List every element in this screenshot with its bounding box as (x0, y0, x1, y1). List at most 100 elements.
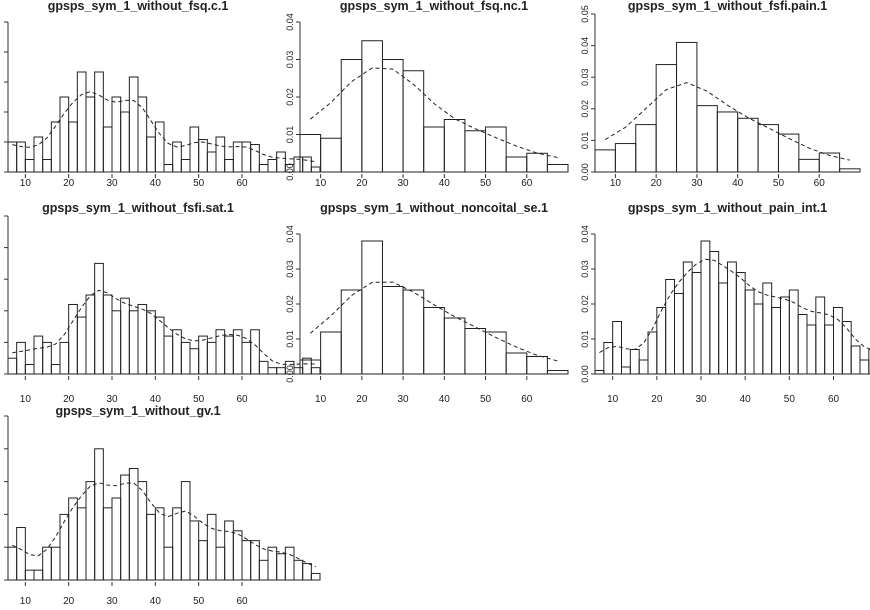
histogram-bar (16, 527, 26, 581)
histogram-bar (716, 111, 739, 173)
y-tick-label: 0.01 (285, 330, 295, 348)
x-tick-label: 40 (732, 178, 744, 189)
histogram-bar (68, 303, 78, 375)
histogram-bar (381, 286, 404, 375)
y-tick-label: 0.02 (580, 100, 590, 118)
histogram-bar (674, 293, 684, 375)
histogram-bar (320, 137, 342, 173)
histogram-bar (276, 151, 286, 173)
histogram-bar (302, 563, 312, 581)
histogram-bar (33, 569, 44, 581)
density-curve (12, 289, 316, 366)
histogram-bar (612, 321, 623, 375)
histogram-bar (267, 159, 278, 173)
histogram-bar (841, 321, 852, 375)
histogram-bar (833, 307, 843, 375)
histogram-panel-fsfi-sat: gpsps_sym_1_without_fsfi.sat.1 10 20 30 40 50… (4, 201, 321, 405)
histogram-bar (647, 331, 658, 375)
histogram-bar (638, 359, 649, 375)
histogram-bar (42, 341, 52, 375)
histogram-bar (818, 152, 841, 173)
x-tick-label: 50 (193, 394, 205, 405)
x-tick-label: 10 (20, 394, 32, 405)
histogram-bar (284, 546, 295, 581)
histogram-bar (250, 144, 260, 173)
histogram-bar (258, 559, 269, 581)
histogram-bar (850, 345, 861, 375)
panel-title: gpsps_sym_1_without_fsfi.sat.1 (42, 201, 234, 215)
histogram-bar (423, 307, 445, 375)
density-curve (599, 258, 870, 354)
panel-title: gpsps_sym_1_without_fsfi.pain.1 (628, 0, 827, 13)
x-tick-label: 30 (106, 178, 118, 189)
panel-title: gpsps_sym_1_without_fsq.c.1 (48, 0, 229, 13)
histogram-bar (154, 507, 165, 581)
histogram-bar (718, 282, 729, 375)
y-tick-label: 0.04 (580, 37, 590, 55)
histogram-bar (320, 331, 342, 375)
histogram-panel-gv: gpsps_sym_1_without_gv.1 10 20 30 40 50 60 (4, 404, 321, 607)
histogram-bar (120, 111, 130, 173)
histogram-bar (94, 71, 104, 173)
x-tick-label: 10 (610, 178, 622, 189)
histogram-bar (50, 364, 61, 375)
histogram-bar (85, 96, 96, 173)
x-tick-label: 50 (784, 394, 796, 405)
x-tick-label: 40 (740, 394, 752, 405)
histogram-bar (33, 335, 44, 375)
histogram-bar (546, 370, 569, 375)
histogram-bar (361, 40, 383, 173)
histogram-panel-fsfi-pain: gpsps_sym_1_without_fsfi.pain.1 0.00 0.01 0… (580, 0, 861, 189)
y-tick-label: 0.01 (285, 126, 295, 144)
histogram-bar (94, 262, 104, 375)
y-tick-label: 0.00 (580, 365, 590, 383)
histogram-bar (172, 329, 182, 375)
y-tick-label: 0.02 (285, 295, 295, 313)
histogram-bar (7, 141, 18, 173)
histogram-bar (189, 348, 200, 375)
histogram-bar (76, 507, 87, 581)
histogram-bar (797, 314, 808, 375)
histogram-bar (163, 164, 174, 173)
x-tick-label: 10 (20, 596, 32, 607)
histogram-bar (258, 164, 269, 173)
histogram-bar (85, 481, 96, 581)
x-tick-label: 20 (356, 178, 368, 189)
x-tick-label: 20 (651, 178, 663, 189)
histogram-bar (232, 530, 243, 581)
x-tick-label: 60 (521, 394, 533, 405)
x-tick-label: 10 (315, 178, 327, 189)
histogram-bar (798, 158, 820, 173)
y-tick-label: 0.00 (285, 365, 295, 383)
histogram-bar (614, 143, 637, 173)
histogram-bar (839, 168, 861, 173)
histogram-bar (402, 70, 425, 173)
histogram-bar (267, 367, 278, 375)
histogram-bar (464, 328, 487, 375)
histogram-bar (206, 513, 217, 581)
histogram-bar (76, 71, 87, 173)
histogram-bar (526, 152, 548, 173)
panel-title: gpsps_sym_1_without_gv.1 (55, 404, 220, 418)
histogram-bar (526, 356, 548, 375)
histogram-bar (68, 497, 78, 581)
histogram-bar (102, 294, 113, 375)
histogram-bar (128, 310, 139, 375)
histogram-bar (485, 331, 507, 375)
histogram-bar (777, 133, 800, 173)
histogram-bar (464, 130, 487, 173)
histogram-bar (310, 367, 321, 375)
x-tick-label: 30 (398, 394, 410, 405)
histogram-bar (33, 136, 44, 173)
x-tick-label: 40 (439, 394, 451, 405)
histogram-bar (443, 317, 466, 375)
y-tick-label: 0.04 (285, 225, 295, 243)
histogram-bar (546, 164, 569, 173)
histogram-bar (594, 149, 616, 173)
density-curve (309, 281, 558, 362)
histogram-panel-pain-int: gpsps_sym_1_without_pain_int.1 0.00 0.01 0.… (580, 201, 870, 405)
x-tick-label: 20 (651, 394, 663, 405)
y-tick-label: 0.04 (580, 225, 590, 243)
histogram-bar (594, 370, 605, 375)
histogram-bar (50, 121, 61, 173)
